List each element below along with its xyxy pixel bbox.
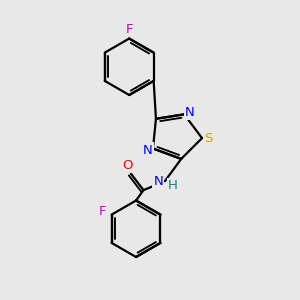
Text: F: F	[98, 205, 106, 218]
Text: F: F	[125, 22, 133, 35]
Text: N: N	[185, 106, 194, 119]
Text: N: N	[153, 175, 163, 188]
Text: O: O	[122, 159, 133, 172]
Text: N: N	[143, 143, 152, 157]
Text: H: H	[168, 179, 178, 192]
Text: S: S	[204, 132, 213, 145]
